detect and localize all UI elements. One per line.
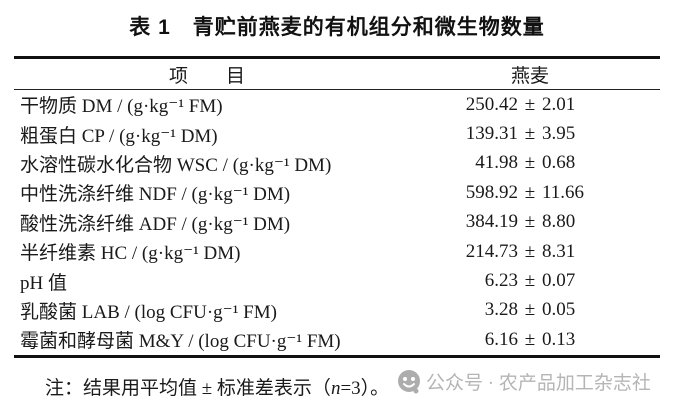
table-row: 粗蛋白 CP / (g·kg⁻¹ DM) 139.31 ± 3.95 bbox=[14, 119, 660, 148]
table-row: pH 值 6.23 ± 0.07 bbox=[14, 266, 660, 295]
watermark-text: 公众号 · 农产品加工杂志社 bbox=[426, 373, 651, 394]
header-item-label: 项 目 bbox=[168, 65, 245, 87]
plus-minus-sign: ± bbox=[524, 299, 536, 321]
row-value: 598.92 ± 11.66 bbox=[400, 182, 660, 204]
row-value: 41.98 ± 0.68 bbox=[400, 152, 660, 174]
plus-minus-sign: ± bbox=[524, 240, 536, 262]
page-title: 表 1 青贮前燕麦的有机组分和微生物数量 bbox=[129, 16, 545, 39]
row-label: 中性洗涤纤维 NDF / (g·kg⁻¹ DM) bbox=[20, 184, 291, 206]
row-label: 水溶性碳水化合物 WSC / (g·kg⁻¹ DM) bbox=[20, 154, 332, 176]
mean-value: 6.23 bbox=[484, 270, 518, 292]
row-label: 粗蛋白 CP / (g·kg⁻¹ DM) bbox=[20, 125, 218, 147]
row-value: 250.42 ± 2.01 bbox=[400, 94, 660, 116]
row-value: 6.16 ± 0.13 bbox=[400, 329, 660, 351]
mean-value: 3.28 bbox=[484, 299, 518, 321]
table-footnote: 注：结果用平均值 ± 标准差表示（n=3）。 bbox=[45, 373, 389, 400]
row-value: 139.31 ± 3.95 bbox=[400, 123, 660, 145]
row-label: 酸性洗涤纤维 ADF / (g·kg⁻¹ DM) bbox=[20, 213, 291, 235]
sd-value: 11.66 bbox=[542, 181, 585, 203]
table-row: 酸性洗涤纤维 ADF / (g·kg⁻¹ DM) 384.19 ± 8.80 bbox=[14, 208, 660, 237]
row-value: 384.19 ± 8.80 bbox=[400, 211, 660, 233]
mean-value: 214.73 bbox=[465, 240, 518, 262]
sd-value: 0.68 bbox=[542, 152, 576, 174]
mean-value: 6.16 bbox=[484, 328, 518, 350]
table-row: 霉菌和酵母菌 M&Y / (log CFU·g⁻¹ FM) 6.16 ± 0.1… bbox=[14, 325, 660, 354]
table-row: 半纤维素 HC / (g·kg⁻¹ DM) 214.73 ± 8.31 bbox=[14, 237, 660, 266]
table-row: 干物质 DM / (g·kg⁻¹ FM) 250.42 ± 2.01 bbox=[14, 90, 660, 119]
sd-value: 2.01 bbox=[542, 93, 576, 115]
mean-value: 598.92 bbox=[465, 181, 518, 203]
publisher-watermark: 公众号 · 农产品加工杂志社 bbox=[396, 368, 651, 395]
table-row: 乳酸菌 LAB / (log CFU·g⁻¹ FM) 3.28 ± 0.05 bbox=[14, 296, 660, 325]
row-value: 3.28 ± 0.05 bbox=[400, 299, 660, 321]
mean-value: 384.19 bbox=[465, 211, 518, 233]
plus-minus-sign: ± bbox=[524, 328, 536, 350]
plus-minus-sign: ± bbox=[524, 123, 536, 145]
sd-value: 3.95 bbox=[542, 123, 576, 145]
table-row: 水溶性碳水化合物 WSC / (g·kg⁻¹ DM) 41.98 ± 0.68 bbox=[14, 149, 660, 178]
sd-value: 8.80 bbox=[542, 211, 576, 233]
footnote-prefix: 注：结果用平均值 ± 标准差表示（ bbox=[45, 378, 331, 399]
sd-value: 8.31 bbox=[542, 240, 576, 262]
sd-value: 0.13 bbox=[542, 328, 576, 350]
plus-minus-sign: ± bbox=[524, 211, 536, 233]
footnote-n-symbol: n bbox=[330, 378, 341, 399]
table-body: 干物质 DM / (g·kg⁻¹ FM) 250.42 ± 2.01 粗蛋白 C… bbox=[14, 90, 660, 358]
emoji-face-icon bbox=[398, 369, 420, 393]
row-label: 干物质 DM / (g·kg⁻¹ FM) bbox=[20, 96, 223, 118]
row-label: pH 值 bbox=[20, 272, 67, 294]
sd-value: 0.07 bbox=[542, 270, 576, 292]
footnote-suffix: =3）。 bbox=[340, 378, 390, 399]
row-label: 霉菌和酵母菌 M&Y / (log CFU·g⁻¹ FM) bbox=[20, 331, 341, 353]
mean-value: 250.42 bbox=[465, 93, 518, 115]
row-value: 6.23 ± 0.07 bbox=[400, 270, 660, 292]
plus-minus-sign: ± bbox=[524, 270, 536, 292]
plus-minus-sign: ± bbox=[524, 93, 536, 115]
header-value-label: 燕麦 bbox=[510, 65, 549, 87]
table-row: 中性洗涤纤维 NDF / (g·kg⁻¹ DM) 598.92 ± 11.66 bbox=[14, 178, 660, 207]
mean-value: 139.31 bbox=[465, 123, 518, 145]
mean-value: 41.98 bbox=[475, 152, 518, 174]
row-label: 乳酸菌 LAB / (log CFU·g⁻¹ FM) bbox=[20, 301, 277, 323]
table-header-row: 项 目 燕麦 bbox=[14, 56, 660, 90]
plus-minus-sign: ± bbox=[524, 152, 536, 174]
data-table: 项 目 燕麦 干物质 DM / (g·kg⁻¹ FM) 250.42 ± 2.0… bbox=[14, 56, 660, 358]
row-value: 214.73 ± 8.31 bbox=[400, 241, 660, 263]
sd-value: 0.05 bbox=[542, 299, 576, 321]
plus-minus-sign: ± bbox=[524, 181, 536, 203]
row-label: 半纤维素 HC / (g·kg⁻¹ DM) bbox=[20, 243, 241, 265]
